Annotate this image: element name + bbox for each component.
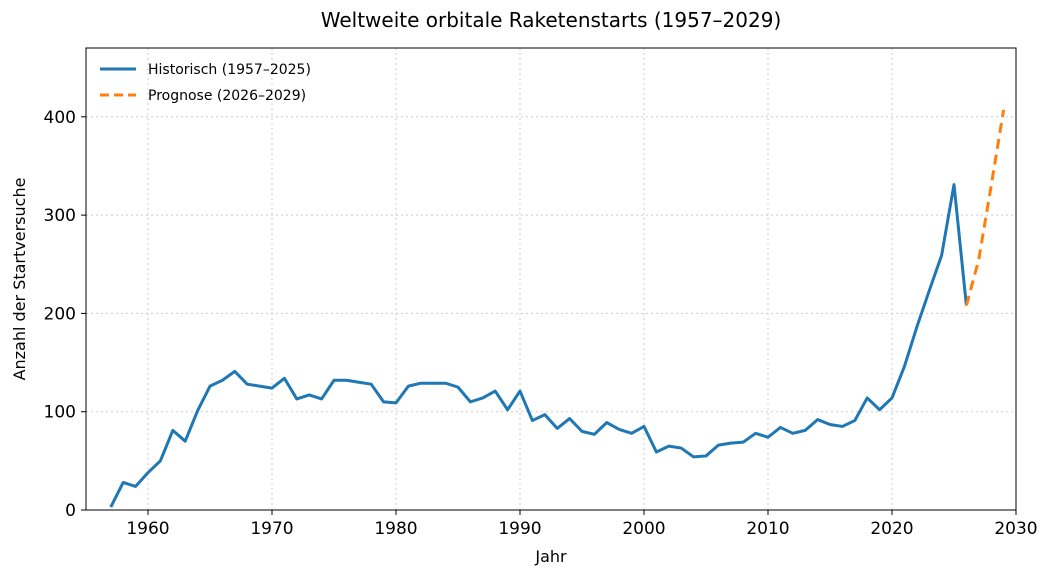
x-tick-label: 2000 [622,519,665,539]
x-tick-label: 1960 [126,519,169,539]
plot-frame [85,47,1017,511]
axis-ticks: 1960 1970 1980 1990 2000 2010 2020 2030 0 100 200 3… [44,108,1038,539]
y-tick-label: 300 [44,206,76,226]
grid-lines [86,48,1017,511]
series-lines [109,109,1006,508]
x-tick-label: 2010 [746,519,789,539]
x-tick-label: 1990 [498,519,541,539]
x-tick-label: 1970 [250,519,293,539]
series-line-prognose [964,109,1006,306]
x-tick-label: 2030 [994,519,1037,539]
y-tick-label: 100 [44,403,76,423]
legend-label-historisch: Historisch (1957–2025) [148,62,311,78]
x-axis-label: Jahr [534,547,567,566]
y-tick-label: 400 [44,108,76,128]
legend: Historisch (1957–2025) Prognose (2026–20… [100,62,311,104]
legend-label-prognose: Prognose (2026–2029) [148,88,306,104]
y-tick-label: 200 [44,304,76,324]
chart-title: Weltweite orbitale Raketenstarts (1957–2… [321,8,782,32]
y-axis-label: Anzahl der Startversuche [10,178,29,381]
x-tick-label: 2020 [870,519,913,539]
x-tick-label: 1980 [374,519,417,539]
y-tick-label: 0 [65,501,76,521]
series-line-historisch [109,183,968,508]
